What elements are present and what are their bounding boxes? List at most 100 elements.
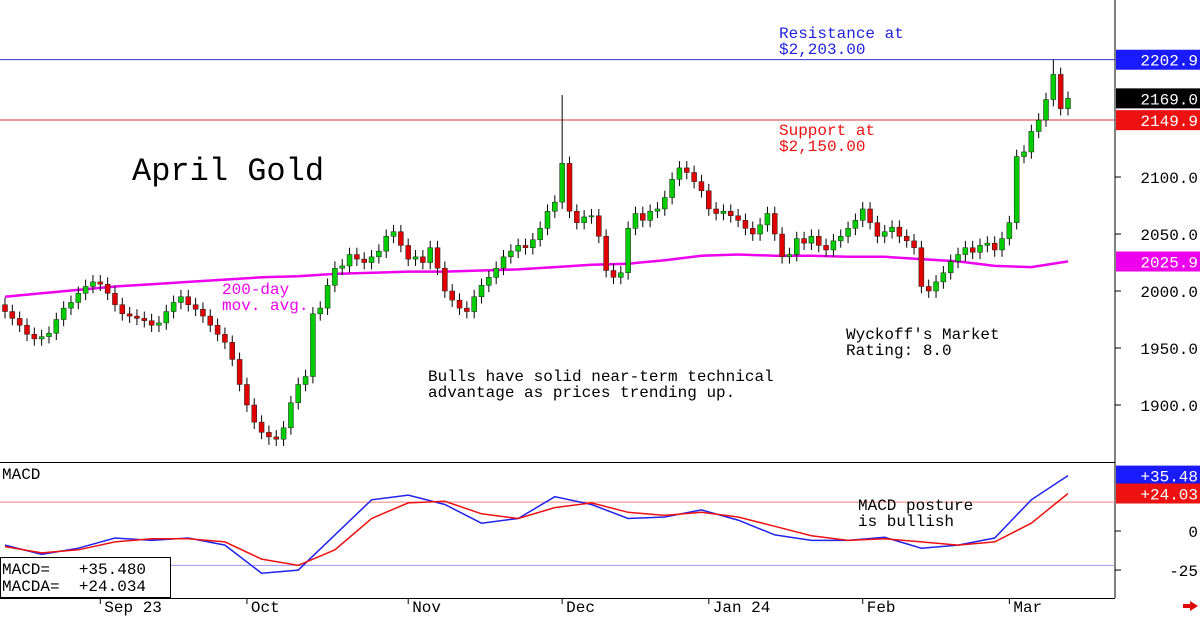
candle-body <box>559 163 565 203</box>
candle-body <box>610 270 617 278</box>
candle-body <box>9 311 16 319</box>
candle-body <box>141 318 148 321</box>
candle-body <box>508 250 514 258</box>
candle-body <box>632 213 639 229</box>
candle-body <box>757 224 763 235</box>
candle-body <box>874 222 881 237</box>
candle-body <box>420 256 426 263</box>
candle-body <box>24 324 30 335</box>
candle-body <box>288 402 294 429</box>
candle-body <box>214 324 221 335</box>
candle-body <box>295 384 301 403</box>
candle-body <box>750 228 756 235</box>
chart-title: April Gold <box>132 153 324 190</box>
candle-body <box>332 267 338 286</box>
scroll-arrow[interactable] <box>1183 601 1198 611</box>
candle-body <box>427 247 433 263</box>
candle-body <box>38 336 45 340</box>
candle-body <box>178 296 184 303</box>
price-tag <box>1116 49 1200 70</box>
price-tag-label: 2149.9 <box>1140 113 1198 131</box>
candle-body <box>676 167 683 180</box>
candle-body <box>361 258 367 263</box>
candle-body <box>911 240 917 248</box>
annotation: advantage as prices trending up. <box>428 384 735 402</box>
candle-body <box>90 281 96 287</box>
candle-body <box>1028 131 1035 153</box>
candle-body <box>962 247 969 255</box>
candle-body <box>16 318 23 326</box>
candle-body <box>889 226 895 232</box>
candle-body <box>969 247 976 253</box>
price-tag-label: +24.03 <box>1140 486 1198 504</box>
annotation: $2,203.00 <box>779 41 865 59</box>
candle-body <box>815 236 822 246</box>
candle-body <box>200 309 206 317</box>
candle-body <box>368 256 375 263</box>
candle-body <box>1035 119 1042 132</box>
candle-body <box>530 239 536 248</box>
x-tick-label: Nov <box>412 599 441 617</box>
candle-body <box>713 208 719 214</box>
y-tick-label: 2050.0 <box>1140 227 1198 245</box>
annotation: Bulls have solid near-term technical <box>428 368 774 386</box>
x-tick-label: Dec <box>566 599 595 617</box>
price-tag-label: +35.48 <box>1140 469 1198 487</box>
candle-body <box>522 245 529 248</box>
candle-body <box>618 272 624 278</box>
candle-body <box>537 228 543 240</box>
candle-body <box>940 272 947 283</box>
x-tick-label: Mar <box>1013 599 1042 617</box>
candle-body <box>68 302 74 309</box>
candle-body <box>977 245 983 253</box>
candle-body <box>772 213 778 235</box>
candle-body <box>486 277 492 286</box>
candle-body <box>735 215 741 221</box>
annotation: Support at <box>779 122 875 140</box>
candle-body <box>1043 99 1049 121</box>
candle-body <box>581 216 587 223</box>
y-tick-label: 1950.0 <box>1140 341 1198 359</box>
candle-body <box>112 293 118 305</box>
candle-body <box>258 421 265 433</box>
readout-text: MACD= +35.480 <box>2 561 146 579</box>
candle-body <box>31 334 38 340</box>
candle-body <box>207 315 214 326</box>
candle-body <box>984 242 991 246</box>
candle-body <box>251 404 258 423</box>
candle-body <box>1057 74 1064 109</box>
candle-body <box>955 254 961 262</box>
candle-body <box>390 231 397 237</box>
readout-box <box>0 557 171 598</box>
candle-body <box>706 190 712 210</box>
candle-body <box>742 220 749 229</box>
candle-body <box>515 245 521 252</box>
candle-body <box>163 311 170 324</box>
candle-body <box>698 181 705 191</box>
candle-body <box>244 384 250 406</box>
candle-body <box>859 208 866 221</box>
annotation: mov. avg. <box>222 297 308 315</box>
candle-body <box>1050 74 1057 100</box>
candle-body <box>376 250 382 258</box>
candle-body <box>185 296 192 305</box>
annotation: Wyckoff's Market <box>846 326 1000 344</box>
candle-body <box>398 231 404 246</box>
candle-body <box>104 283 111 294</box>
candle-body <box>456 299 463 309</box>
candle-body <box>60 307 67 320</box>
candle-body <box>324 285 331 309</box>
candle-body <box>588 215 595 218</box>
candle-body <box>1065 98 1071 109</box>
candle-body <box>823 245 829 251</box>
candle-body <box>310 313 316 377</box>
x-tick-label: Oct <box>251 599 280 617</box>
y-tick-label: -25 <box>1169 563 1198 581</box>
candle-body <box>82 286 89 294</box>
candle-body <box>302 376 309 385</box>
candle-body <box>654 208 661 212</box>
candle-body <box>412 256 419 260</box>
candle-body <box>464 307 470 312</box>
